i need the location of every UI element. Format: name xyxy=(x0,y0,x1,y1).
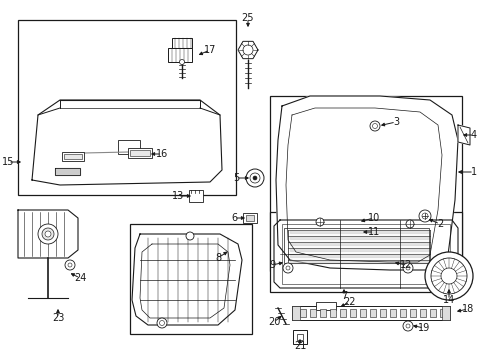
Text: 10: 10 xyxy=(367,213,379,223)
Text: 8: 8 xyxy=(215,253,221,263)
Circle shape xyxy=(440,268,456,284)
Bar xyxy=(369,309,375,317)
Bar xyxy=(130,150,150,156)
Bar xyxy=(168,48,192,62)
Circle shape xyxy=(45,231,51,237)
Text: 9: 9 xyxy=(268,260,274,270)
Bar xyxy=(269,212,461,292)
Bar xyxy=(291,306,299,320)
Text: 14: 14 xyxy=(442,295,454,305)
Bar xyxy=(339,309,346,317)
Circle shape xyxy=(65,260,75,270)
Circle shape xyxy=(402,321,412,331)
Text: 20: 20 xyxy=(267,317,280,327)
Circle shape xyxy=(369,121,379,131)
Bar xyxy=(245,215,253,221)
Bar xyxy=(419,309,425,317)
Polygon shape xyxy=(238,41,258,59)
Circle shape xyxy=(245,169,264,187)
Circle shape xyxy=(252,176,257,180)
Text: 15: 15 xyxy=(2,157,14,167)
Bar xyxy=(62,152,84,161)
Circle shape xyxy=(285,266,289,270)
Bar xyxy=(389,309,395,317)
Circle shape xyxy=(418,210,430,222)
Text: 24: 24 xyxy=(74,273,86,283)
Bar xyxy=(64,154,82,159)
Bar xyxy=(189,190,203,202)
Polygon shape xyxy=(55,168,80,175)
Circle shape xyxy=(243,45,252,55)
Text: 16: 16 xyxy=(156,149,168,159)
Circle shape xyxy=(402,263,412,273)
Polygon shape xyxy=(132,234,242,325)
Polygon shape xyxy=(275,96,457,270)
Circle shape xyxy=(157,318,167,328)
Text: 1: 1 xyxy=(470,167,476,177)
Bar xyxy=(329,309,335,317)
Polygon shape xyxy=(18,210,78,258)
Circle shape xyxy=(315,218,324,226)
Text: 4: 4 xyxy=(470,130,476,140)
Circle shape xyxy=(179,59,184,64)
Bar xyxy=(399,309,405,317)
Bar xyxy=(282,224,449,284)
Bar xyxy=(429,309,435,317)
Text: 19: 19 xyxy=(417,323,429,333)
Text: 23: 23 xyxy=(52,313,64,323)
Bar xyxy=(315,302,335,310)
Circle shape xyxy=(68,263,72,267)
Circle shape xyxy=(405,220,413,228)
Text: 18: 18 xyxy=(461,304,473,314)
Bar xyxy=(441,306,449,320)
Bar xyxy=(18,20,236,195)
Circle shape xyxy=(430,258,466,294)
Text: 6: 6 xyxy=(230,213,237,223)
Text: 17: 17 xyxy=(203,45,216,55)
Polygon shape xyxy=(273,220,457,288)
Polygon shape xyxy=(457,125,469,145)
Bar xyxy=(296,334,303,340)
Text: 3: 3 xyxy=(392,117,398,127)
Circle shape xyxy=(42,228,54,240)
Bar xyxy=(439,309,445,317)
Text: 13: 13 xyxy=(171,191,184,201)
Bar xyxy=(243,213,257,223)
Text: 25: 25 xyxy=(241,13,254,23)
Bar xyxy=(309,309,315,317)
Text: 22: 22 xyxy=(343,297,356,307)
Polygon shape xyxy=(32,100,222,185)
Circle shape xyxy=(405,266,409,270)
Bar xyxy=(269,96,461,271)
Text: 12: 12 xyxy=(399,260,411,270)
Text: 7: 7 xyxy=(340,291,346,301)
Bar xyxy=(172,38,192,48)
Text: 2: 2 xyxy=(436,219,442,229)
Bar xyxy=(359,309,365,317)
Circle shape xyxy=(421,213,427,219)
Bar xyxy=(118,140,140,154)
Bar xyxy=(291,306,449,320)
Circle shape xyxy=(249,173,260,183)
Circle shape xyxy=(372,123,377,129)
Text: 5: 5 xyxy=(232,173,239,183)
Bar xyxy=(379,309,385,317)
Circle shape xyxy=(185,232,194,240)
Bar xyxy=(349,309,355,317)
Bar xyxy=(292,330,306,344)
Bar xyxy=(409,309,415,317)
Text: 11: 11 xyxy=(367,227,379,237)
Circle shape xyxy=(283,263,292,273)
Circle shape xyxy=(424,252,472,300)
Bar xyxy=(130,224,251,334)
Circle shape xyxy=(38,224,58,244)
Circle shape xyxy=(159,320,164,325)
Text: 21: 21 xyxy=(293,341,305,351)
Bar xyxy=(128,148,152,158)
Circle shape xyxy=(405,324,409,328)
Bar xyxy=(299,309,305,317)
Bar xyxy=(319,309,325,317)
Bar xyxy=(284,228,428,263)
